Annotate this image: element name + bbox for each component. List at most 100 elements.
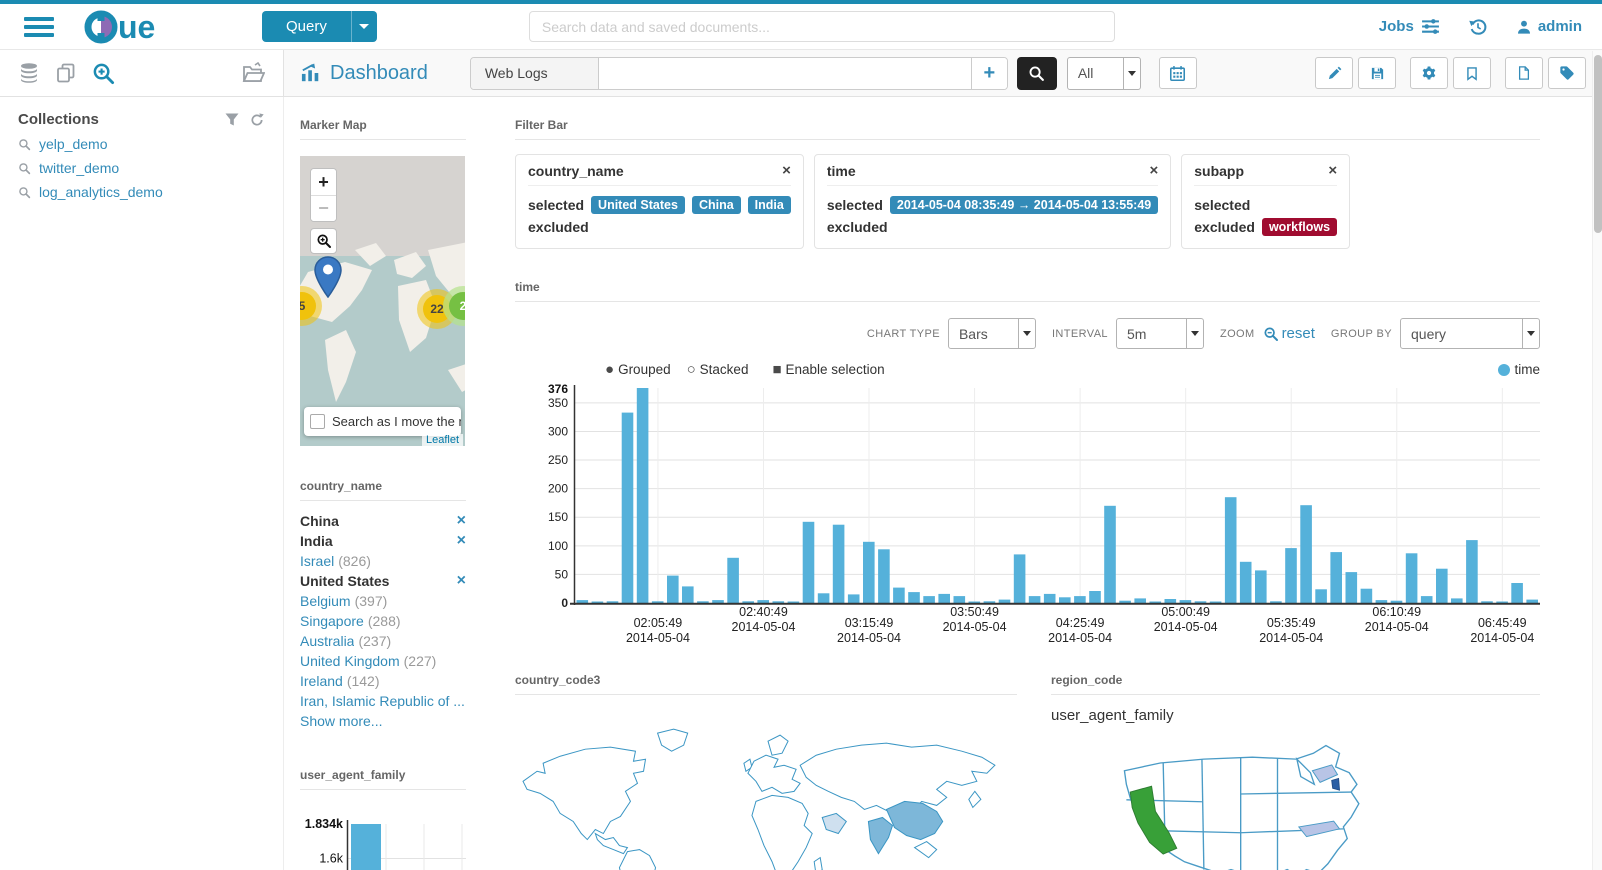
country-code3-world-map[interactable] (515, 721, 1017, 870)
time-bar[interactable] (1345, 572, 1358, 603)
history-button[interactable] (1468, 17, 1488, 37)
time-bar[interactable] (1149, 601, 1162, 604)
time-bar[interactable] (606, 601, 619, 603)
close-icon[interactable]: × (1328, 162, 1338, 179)
time-bar[interactable] (1119, 600, 1131, 603)
show-more-link[interactable]: Show more... (300, 713, 383, 729)
india-region[interactable] (867, 816, 894, 855)
time-bar[interactable] (1375, 600, 1388, 603)
tags-button[interactable] (1548, 57, 1586, 89)
facet-row[interactable]: United States × (300, 571, 466, 591)
dashboard-search-input[interactable] (598, 57, 971, 89)
time-bar[interactable] (1164, 599, 1177, 603)
new-york-state[interactable] (1311, 764, 1339, 783)
zoom-in-button[interactable]: + (311, 169, 336, 195)
time-bar[interactable] (1315, 589, 1327, 603)
map-marker-pin[interactable] (313, 256, 343, 298)
filter-badge[interactable]: workflows (1261, 218, 1338, 236)
time-bar[interactable] (651, 601, 664, 603)
time-bar[interactable] (817, 593, 830, 603)
chart-type-select[interactable]: Bars (947, 318, 1036, 349)
calendar-button[interactable] (1158, 57, 1197, 89)
time-bar[interactable] (953, 596, 966, 603)
facet-row[interactable]: Singapore (288) (300, 611, 466, 631)
query-dropdown-caret[interactable] (350, 11, 377, 42)
time-bar[interactable] (908, 592, 920, 603)
user-agent-bar[interactable] (351, 824, 381, 870)
close-icon[interactable]: × (1149, 162, 1159, 179)
zoom-reset-link[interactable]: reset (1263, 325, 1315, 342)
database-icon[interactable] (18, 62, 40, 84)
bookmark-button[interactable] (1453, 57, 1491, 89)
china-region[interactable] (885, 800, 944, 841)
remove-filter-icon[interactable]: × (456, 532, 466, 549)
time-bar[interactable] (1451, 598, 1463, 603)
time-bar[interactable] (591, 601, 604, 604)
facet-value-link[interactable]: United Kingdom (300, 653, 400, 669)
scrollbar-thumb[interactable] (1594, 55, 1602, 233)
facet-row[interactable]: Show more... (300, 711, 466, 731)
grouped-radio[interactable]: ● Grouped (605, 361, 671, 378)
facet-row[interactable]: Australia (237) (300, 631, 466, 651)
facet-value-link[interactable]: Belgium (300, 593, 351, 609)
query-button-label[interactable]: Query (262, 11, 351, 42)
time-bar[interactable] (1179, 600, 1192, 603)
time-bar[interactable] (1224, 497, 1237, 603)
time-bar[interactable] (1526, 599, 1538, 603)
time-bar[interactable] (1420, 596, 1433, 603)
time-bar[interactable] (1104, 505, 1116, 603)
time-bar[interactable] (1013, 554, 1026, 603)
north-carolina-state[interactable] (1297, 820, 1341, 838)
time-bar[interactable] (712, 600, 724, 603)
saudi-arabia-region[interactable] (821, 812, 847, 835)
user-menu[interactable]: admin (1516, 18, 1582, 35)
marker-map[interactable]: + − 5 22 2 Search as I mov (300, 156, 465, 446)
jobs-link[interactable]: Jobs (1379, 18, 1440, 35)
interval-select[interactable]: 5m (1115, 318, 1204, 349)
time-bar[interactable] (1330, 552, 1342, 603)
time-bar[interactable] (1209, 601, 1222, 604)
time-bar[interactable] (893, 587, 905, 603)
california-state[interactable] (1129, 785, 1178, 855)
time-bar[interactable] (847, 594, 860, 603)
facet-row[interactable]: Israel (826) (300, 551, 466, 571)
menu-icon[interactable] (24, 13, 54, 41)
global-search-input[interactable] (528, 11, 1115, 42)
settings-button[interactable] (1410, 57, 1448, 89)
map-cluster[interactable]: 2 (443, 286, 465, 326)
time-bar[interactable] (1043, 593, 1056, 603)
facet-row[interactable]: Iran, Islamic Republic of ... (300, 691, 466, 711)
folder-open-icon[interactable] (241, 62, 265, 84)
facet-value-link[interactable]: Ireland (300, 673, 343, 689)
add-filter-button[interactable]: + (970, 57, 1007, 89)
new-jersey-state[interactable] (1331, 777, 1341, 791)
time-bar[interactable] (1270, 601, 1282, 603)
series-legend[interactable]: time (1498, 362, 1540, 377)
time-bar[interactable] (1059, 597, 1071, 603)
collection-item[interactable]: twitter_demo (18, 160, 265, 176)
collection-item[interactable]: log_analytics_demo (18, 184, 265, 200)
time-bar[interactable] (1436, 568, 1448, 603)
map-cluster[interactable]: 5 (300, 286, 322, 326)
dashboard-name[interactable]: Web Logs (470, 57, 599, 89)
remove-filter-icon[interactable]: × (456, 512, 466, 529)
time-bar[interactable] (1496, 601, 1508, 604)
new-document-button[interactable] (1505, 57, 1543, 89)
hue-logo[interactable]: ue (84, 9, 188, 45)
time-bar[interactable] (863, 541, 875, 603)
filter-badge[interactable]: India (747, 196, 791, 214)
time-bar[interactable] (1390, 600, 1403, 603)
time-bar[interactable] (1360, 588, 1373, 603)
time-bar[interactable] (878, 549, 890, 604)
time-bar-chart[interactable]: 05010015020025030035037602:05:492014-05-… (515, 380, 1540, 648)
time-bar[interactable] (772, 601, 785, 603)
facet-value-link[interactable]: Australia (300, 633, 355, 649)
facet-row[interactable]: Ireland (142) (300, 671, 466, 691)
time-bar[interactable] (787, 601, 800, 604)
group-by-select[interactable]: query (1400, 318, 1540, 349)
filter-badge[interactable]: United States (591, 196, 685, 214)
remove-filter-icon[interactable]: × (456, 572, 466, 589)
run-search-button[interactable] (1016, 56, 1057, 90)
time-bar[interactable] (621, 412, 634, 603)
time-bar[interactable] (697, 601, 709, 603)
